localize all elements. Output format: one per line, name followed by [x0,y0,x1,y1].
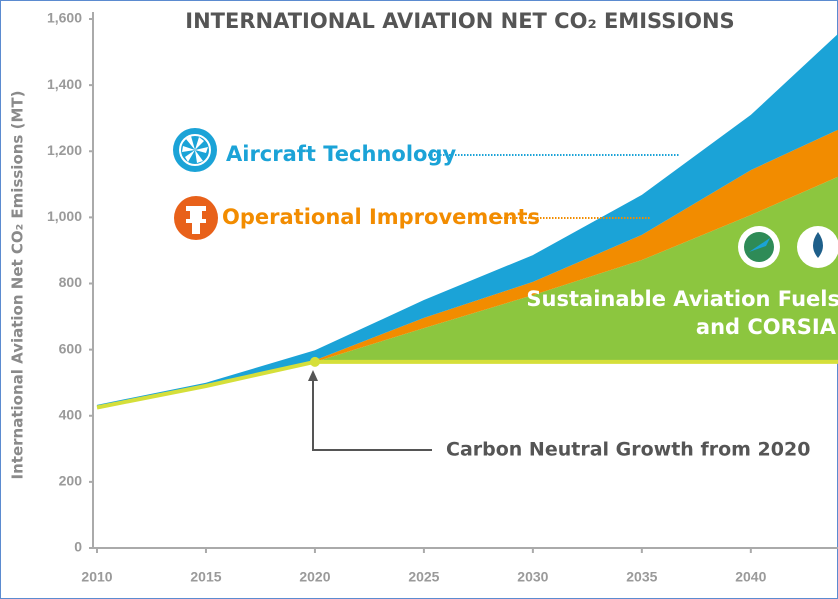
x-tick-label: 2020 [299,569,330,585]
y-tick-label: 400 [59,406,83,422]
legend-label: Aircraft Technology [226,142,456,166]
y-tick-label: 200 [59,473,83,489]
neutral-point [309,356,320,367]
baseline [96,359,838,410]
y-tick-label: 1,000 [47,208,82,224]
y-tick-label: 600 [59,340,83,356]
y-tick-label: 1,200 [47,142,82,158]
x-tick-label: 2010 [81,569,112,585]
x-tick-label: 2025 [408,569,439,585]
operations-icon [174,196,218,240]
x-tick-label: 2030 [517,569,548,585]
areas [96,33,838,410]
legend-label: Sustainable Aviation Fuels [526,287,838,311]
x-tick-label: 2040 [735,569,766,585]
x-tick-label: 2015 [190,569,221,585]
chart-title: INTERNATIONAL AVIATION NET CO₂ EMISSIONS [185,9,734,33]
annotation: Carbon Neutral Growth from 2020 [446,439,810,461]
legend-label: and CORSIA [696,315,837,339]
legend-label: Operational Improvements [222,205,540,229]
fuel-icons [738,226,838,268]
y-tick-label: 800 [59,274,83,290]
annotation-arrow [312,378,432,451]
arrow-head [308,370,318,381]
y-axis-label: International Aviation Net CO₂ Emissions… [9,91,27,480]
y-tick-label: 1,600 [47,10,82,26]
aircraft-icon [173,128,217,172]
y-tick-label: 1,400 [47,76,82,92]
x-tick-label: 2035 [626,569,657,585]
y-tick-label: 0 [74,539,82,555]
area [97,176,838,408]
